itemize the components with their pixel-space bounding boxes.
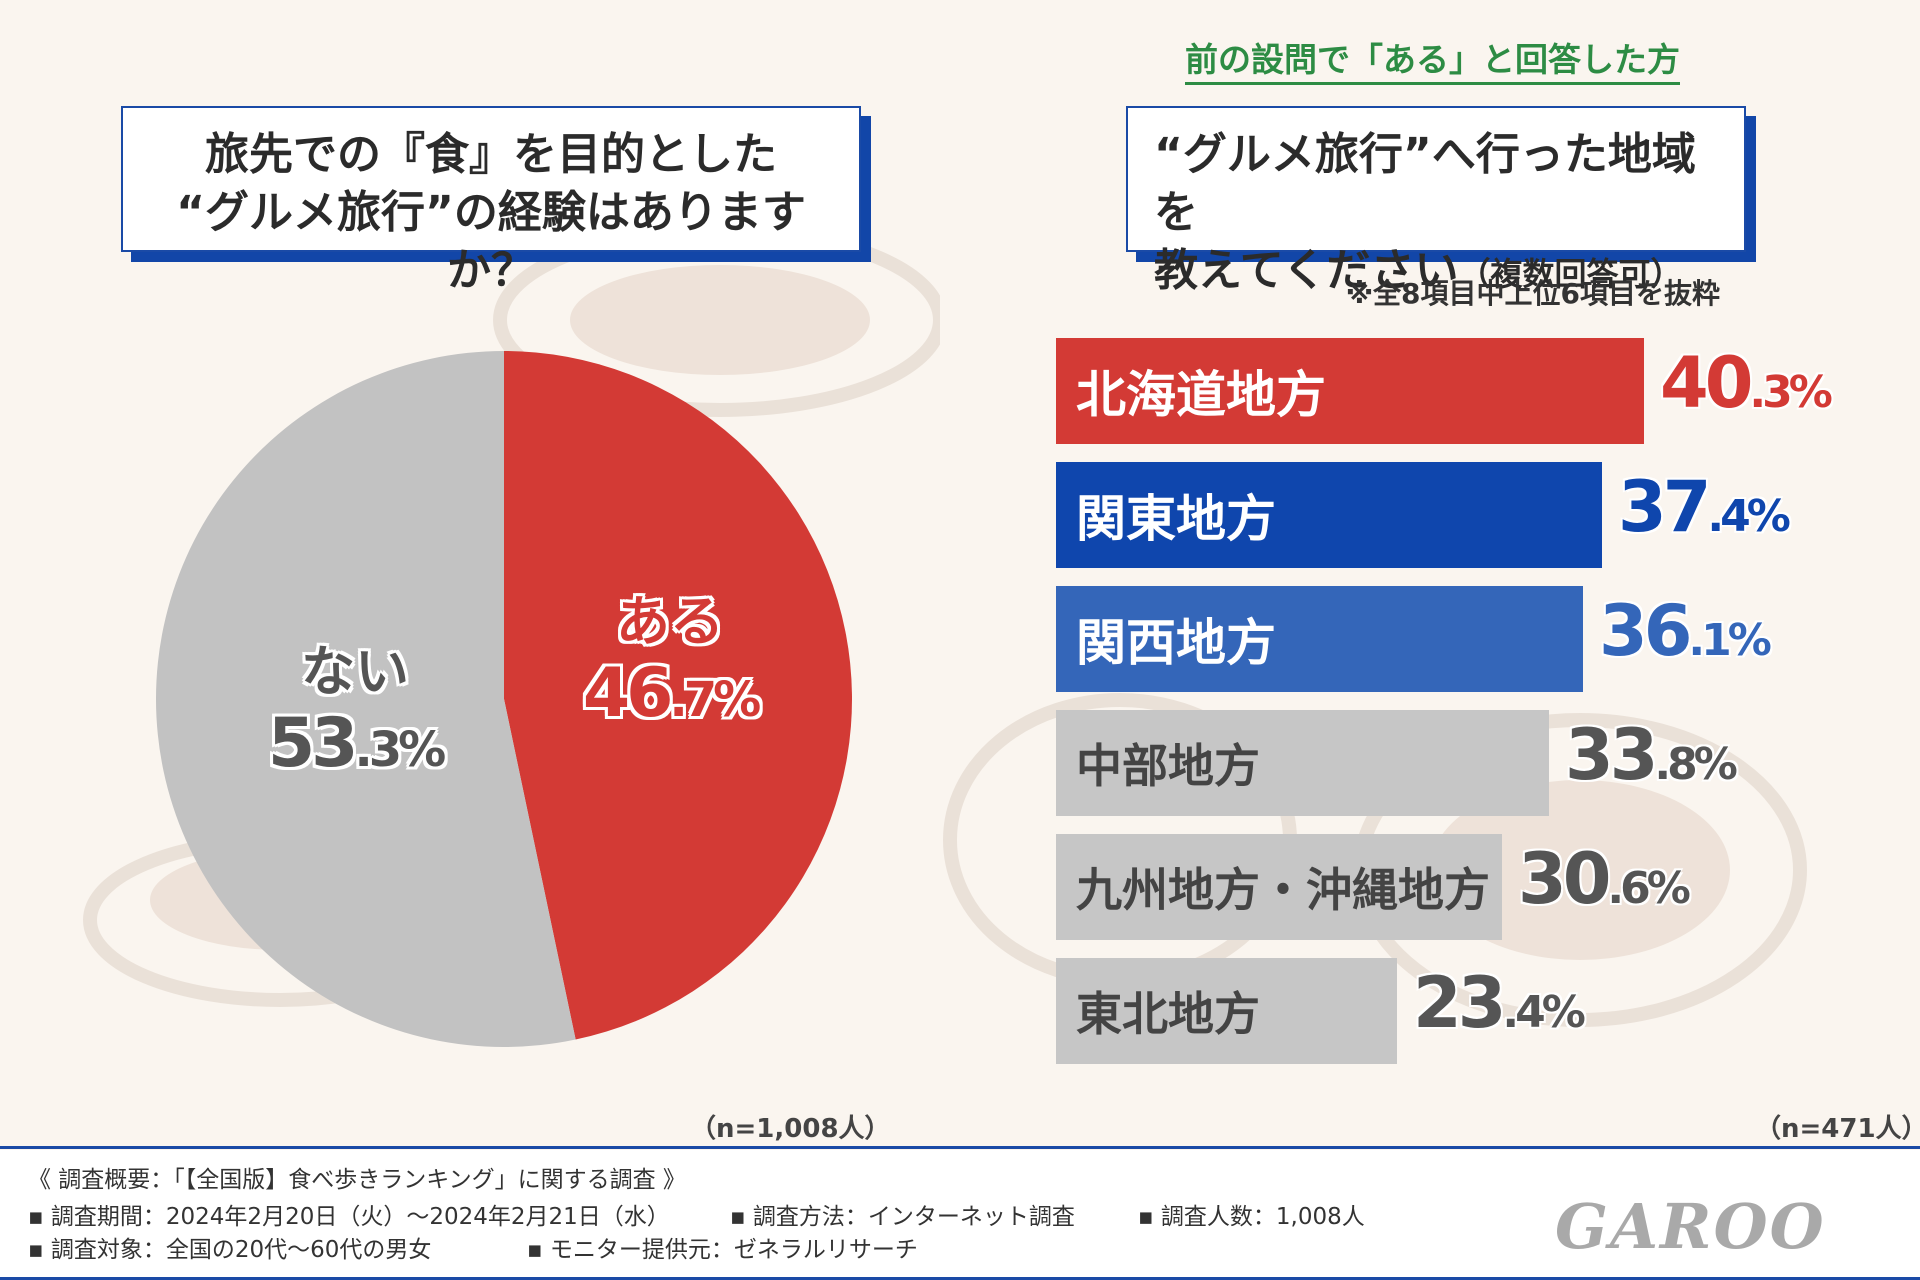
bar-4: 九州地方・沖縄地方 (1056, 834, 1502, 940)
bar-question-line2: 教えてください（複数回答可） (1154, 245, 1683, 296)
footer-period: ▪ 調査期間：2024年2月20日（火）～2024年2月21日（水） (28, 1204, 670, 1230)
footer-bottom-line (0, 1277, 1920, 1280)
experience-pie-chart (155, 350, 852, 1047)
bar-label-4: 九州地方・沖縄地方 (1076, 863, 1490, 917)
pie-sample-size: （n=1,008人） (690, 1114, 891, 1144)
bar-5: 東北地方 (1056, 958, 1397, 1064)
bar-1: 関東地方 (1056, 462, 1602, 568)
bar-question-box: “グルメ旅行”へ行った地域を 教えてください（複数回答可） (1126, 106, 1746, 296)
bar-0: 北海道地方 (1056, 338, 1644, 444)
selection-note: ※全8項目中上位6項目を抜粋 (1345, 277, 1720, 310)
footer-overview: 《 調査概要：「【全国版】食べ歩きランキング」に関する調査 》 (28, 1167, 686, 1193)
pie-slice-nai (155, 350, 576, 1047)
bar-value-0: 40.3% (1660, 342, 1833, 424)
bar-3: 中部地方 (1056, 710, 1549, 816)
pie-question-line1: 旅先での『食』を目的とした (205, 129, 777, 180)
bar-label-2: 関西地方 (1076, 614, 1276, 672)
bar-label-3: 中部地方 (1076, 739, 1260, 793)
bar-value-3: 33.8% (1565, 714, 1738, 796)
bar-label-0: 北海道地方 (1076, 366, 1326, 424)
bar-value-4: 30.6% (1518, 838, 1691, 920)
garoo-logo: GAROO (1555, 1190, 1826, 1263)
pie-label-nai-percent: 53.3% (267, 704, 446, 783)
footer-divider (0, 1146, 1920, 1149)
footer-method: ▪ 調査方法：インターネット調査 (730, 1204, 1075, 1230)
bar-question-line1: “グルメ旅行”へ行った地域を (1154, 129, 1696, 238)
bar-2: 関西地方 (1056, 586, 1583, 692)
pie-label-aru: ある 46.7% (560, 590, 780, 740)
pie-label-nai-category: ない (301, 640, 409, 703)
pie-question-box: 旅先での『食』を目的とした “グルメ旅行”の経験はありますか？ (121, 106, 861, 296)
pie-label-nai: ない 53.3% (255, 640, 455, 790)
pie-question-line2: “グルメ旅行”の経験はありますか？ (176, 187, 806, 296)
pie-label-aru-category: ある (616, 590, 724, 653)
respondent-filter-subheading: 前の設問で「ある」と回答した方 (1185, 38, 1680, 85)
bar-value-1: 37.4% (1618, 466, 1791, 548)
bar-value-2: 36.1% (1599, 590, 1772, 672)
footer-provider: ▪ モニター提供元：ゼネラルリサーチ (527, 1237, 918, 1263)
footer-count: ▪ 調査人数：1,008人 (1138, 1204, 1365, 1230)
pie-label-aru-percent: 46.7% (582, 654, 761, 733)
bar-label-5: 東北地方 (1076, 987, 1260, 1041)
bar-label-1: 関東地方 (1076, 490, 1276, 548)
survey-footer (0, 1150, 1920, 1280)
pie-slice-aru (504, 351, 852, 1040)
bar-value-5: 23.4% (1413, 962, 1586, 1044)
footer-target: ▪ 調査対象：全国の20代～60代の男女 (28, 1237, 432, 1263)
bar-sample-size: （n=471人） (1755, 1114, 1920, 1144)
